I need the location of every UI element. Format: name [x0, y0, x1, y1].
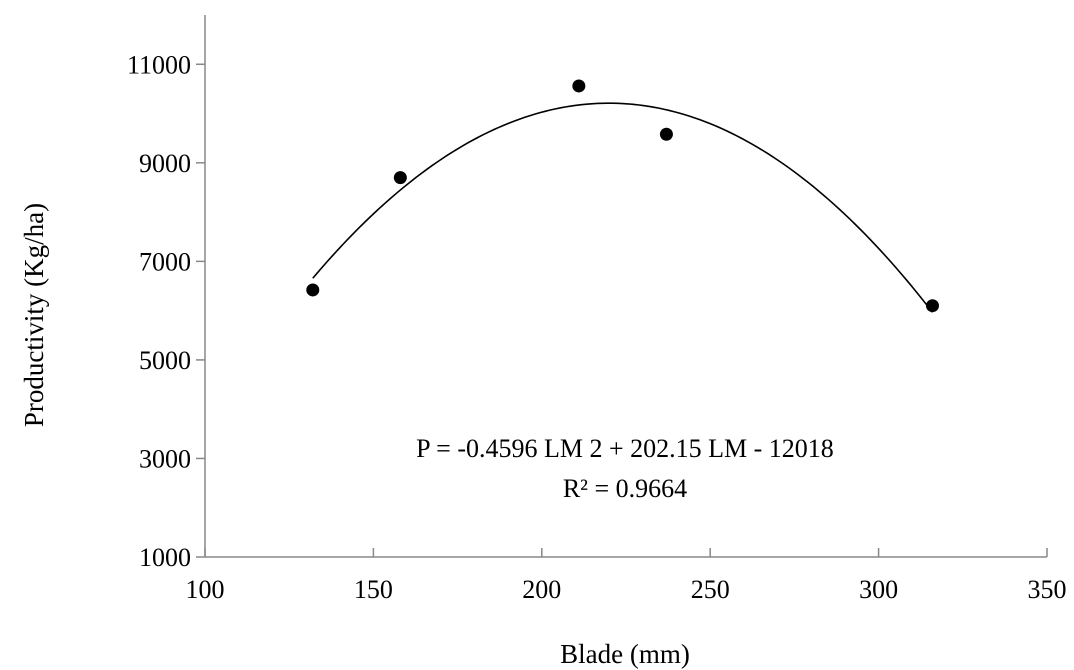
- y-tick-label: 9000: [139, 149, 191, 178]
- x-axis-title: Blade (mm): [560, 639, 690, 669]
- y-tick-label: 3000: [139, 444, 191, 473]
- x-tick-label: 150: [354, 575, 393, 604]
- trendline: [312, 102, 934, 313]
- y-tick-label: 5000: [139, 346, 191, 375]
- x-tick-label: 200: [522, 575, 561, 604]
- trendline-group: [312, 102, 934, 313]
- y-ticks: 1000 3000 5000 7000 9000 11000: [127, 50, 205, 572]
- y-tick-label: 11000: [127, 50, 191, 79]
- x-tick-label: 250: [691, 575, 730, 604]
- x-tick-label: 300: [859, 575, 898, 604]
- regression-equation: P = -0.4596 LM 2 + 202.15 LM - 12018: [416, 434, 834, 463]
- x-tick-label: 100: [186, 575, 225, 604]
- r-squared-label: R² = 0.9664: [563, 474, 687, 503]
- y-tick-label: 7000: [139, 247, 191, 276]
- data-point: [925, 299, 939, 313]
- y-tick-label: 1000: [139, 543, 191, 572]
- x-tick-label: 350: [1028, 575, 1067, 604]
- data-points: [306, 79, 939, 313]
- axes: [204, 15, 1047, 558]
- y-axis-title: Productivity (Kg/ha): [19, 203, 49, 427]
- data-point: [306, 283, 320, 297]
- data-point: [659, 127, 673, 141]
- data-point: [572, 79, 586, 93]
- x-ticks: 100 150 200 250 300 350: [186, 548, 1067, 604]
- data-point: [393, 171, 407, 185]
